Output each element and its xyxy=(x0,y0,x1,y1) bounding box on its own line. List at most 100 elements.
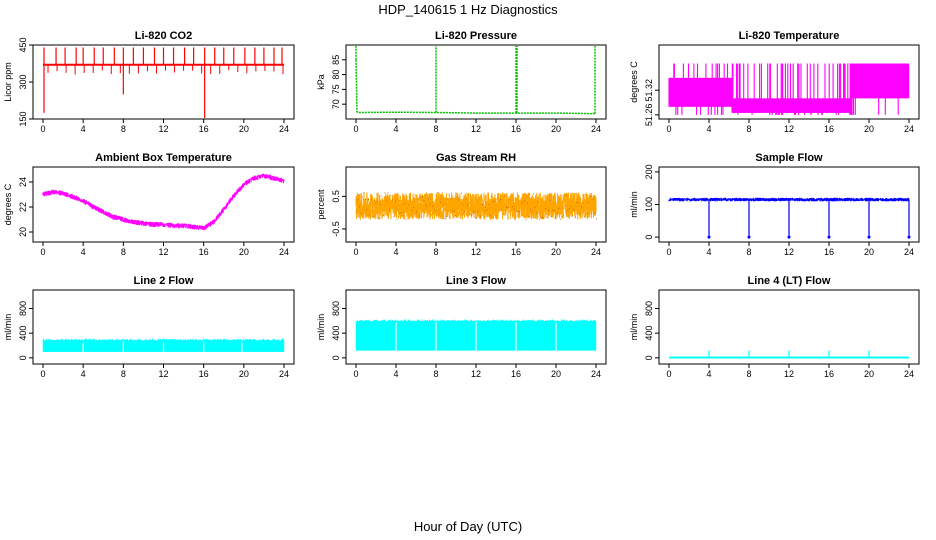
panel-9-x-tick-label-2: 8 xyxy=(746,369,751,379)
panel-6-spike-dot-4 xyxy=(827,235,831,239)
panel-4-y-tick-label-1: 22 xyxy=(18,202,28,212)
panel-9-y-tick-label-2: 800 xyxy=(644,301,654,316)
panel-6-spike-dot-1 xyxy=(707,235,711,239)
panel-7-x-tick-label-1: 4 xyxy=(81,369,86,379)
panel-5-series xyxy=(355,192,597,221)
panel-3-series xyxy=(668,63,910,115)
panel-1: Li-820 CO2 0 4 8 12 16 20 24 150 300 450 Licor ppm xyxy=(3,30,295,134)
panel-8-x-tick-label-6: 24 xyxy=(591,369,601,379)
panel-7-x-tick-label-3: 12 xyxy=(158,369,168,379)
panel-4: Ambient Box Temperature 0 4 8 12 16 20 24 20 22 24… xyxy=(3,152,295,257)
panel-6-x-tick-label-5: 20 xyxy=(864,247,874,257)
panel-3-block-late xyxy=(851,63,909,78)
panel-8-x-tick-label-3: 12 xyxy=(471,369,481,379)
panel-2-x-tick-label-0: 0 xyxy=(353,124,358,134)
panel-2: Li-820 Pressure 0 4 8 12 16 20 24 70 75 80 85 kPa xyxy=(316,30,607,134)
panel-7-y-axis-label: ml/min xyxy=(3,314,13,341)
panel-9-x-tick-label-3: 12 xyxy=(784,369,794,379)
panel-5-x-tick-label-5: 20 xyxy=(551,247,561,257)
panel-6-title: Sample Flow xyxy=(755,152,823,164)
panel-2-y-tick-label-3: 85 xyxy=(331,55,341,65)
panel-6-x-tick-label-4: 16 xyxy=(824,247,834,257)
panel-6-y-axis-label: ml/min xyxy=(629,191,639,218)
panel-7: Line 2 Flow 0 4 8 12 16 20 24 0 400 800 ml/min xyxy=(3,275,295,379)
panel-9-y-tick-label-0: 0 xyxy=(644,355,654,360)
panel-7-frame xyxy=(32,289,295,365)
panel-6-spike-dot-5 xyxy=(867,235,871,239)
panel-3-x-tick-label-5: 20 xyxy=(864,124,874,134)
panel-8-x-tick-label-4: 16 xyxy=(511,369,521,379)
panel-2-y-tick-label-0: 70 xyxy=(331,99,341,109)
panel-6-x-tick-label-3: 12 xyxy=(784,247,794,257)
panel-7-y-tick-label-1: 400 xyxy=(18,326,28,341)
panel-6-x-tick-label-2: 8 xyxy=(746,247,751,257)
panel-7-x-tick-label-4: 16 xyxy=(199,369,209,379)
panel-8-x-tick-label-1: 4 xyxy=(393,369,398,379)
panel-1-x-tick-label-3: 12 xyxy=(158,124,168,134)
panel-2-x-tick-label-2: 8 xyxy=(433,124,438,134)
panel-2-title: Li-820 Pressure xyxy=(435,30,517,42)
panel-5-x-tick-label-4: 16 xyxy=(511,247,521,257)
figure-title: HDP_140615 1 Hz Diagnostics xyxy=(378,2,558,17)
panel-9-x-tick-label-6: 24 xyxy=(904,369,914,379)
panel-4-x-tick-label-6: 24 xyxy=(279,247,289,257)
panel-1-y-tick-label-1: 300 xyxy=(18,74,28,89)
panel-7-x-tick-label-6: 24 xyxy=(279,369,289,379)
panel-6-y-tick-label-1: 100 xyxy=(644,197,654,212)
panel-6-y-tick-label-2: 200 xyxy=(644,164,654,179)
panel-9-x-tick-label-5: 20 xyxy=(864,369,874,379)
panel-4-x-tick-label-1: 4 xyxy=(81,247,86,257)
panel-4-noise-trace xyxy=(42,173,285,231)
panel-4-title: Ambient Box Temperature xyxy=(95,152,232,164)
panel-8-y-tick-label-2: 800 xyxy=(331,301,341,316)
panel-6-spike-dot-3 xyxy=(787,235,791,239)
panel-1-x-tick-label-0: 0 xyxy=(40,124,45,134)
panel-8-y-tick-label-1: 400 xyxy=(331,326,341,341)
panel-3-y-axis-label: degrees C xyxy=(629,61,639,103)
panel-5-x-tick-label-3: 12 xyxy=(471,247,481,257)
panel-7-x-tick-label-5: 20 xyxy=(239,369,249,379)
panel-3-y-tick-label-1: 51.32 xyxy=(644,79,654,102)
panel-3-title: Li-820 Temperature xyxy=(739,30,840,42)
panel-1-x-tick-label-2: 8 xyxy=(121,124,126,134)
panel-2-x-tick-label-4: 16 xyxy=(511,124,521,134)
panel-1-x-tick-label-1: 4 xyxy=(81,124,86,134)
panel-1-y-axis-label: Licor ppm xyxy=(3,62,13,102)
panel-4-x-tick-label-2: 8 xyxy=(121,247,126,257)
panel-7-y-tick-label-0: 0 xyxy=(18,355,28,360)
panel-4-y-axis-label: degrees C xyxy=(3,183,13,225)
panel-5-noise-trace xyxy=(355,192,597,220)
panel-1-y-tick-label-0: 150 xyxy=(18,111,28,126)
panel-3-x-tick-label-0: 0 xyxy=(666,124,671,134)
panel-9-x-tick-label-0: 0 xyxy=(666,369,671,379)
panel-3-block-early xyxy=(669,77,732,107)
panel-4-y-tick-label-2: 24 xyxy=(18,177,28,187)
panel-5-y-axis-label: percent xyxy=(316,189,326,220)
panel-3-x-tick-label-2: 8 xyxy=(746,124,751,134)
panel-2-series xyxy=(355,46,597,115)
panel-2-y-axis-label: kPa xyxy=(316,74,326,90)
panel-1-x-tick-label-6: 24 xyxy=(279,124,289,134)
panel-7-series xyxy=(42,337,285,353)
panel-9-y-axis-label: ml/min xyxy=(629,314,639,341)
panel-4-x-tick-label-3: 12 xyxy=(158,247,168,257)
panel-3: Li-820 Temperature 0 4 8 12 16 20 24 51.26 51.32 d… xyxy=(629,30,920,134)
panel-6: Sample Flow 0 4 8 12 16 20 24 0 100 200 ml/min xyxy=(629,152,920,257)
panel-6-x-tick-label-1: 4 xyxy=(706,247,711,257)
panel-3-block-mid xyxy=(732,98,851,113)
panel-5-x-tick-label-0: 0 xyxy=(353,247,358,257)
panel-7-y-tick-label-2: 800 xyxy=(18,301,28,316)
panel-9-series xyxy=(669,350,909,359)
panel-2-y-tick-label-1: 75 xyxy=(331,84,341,94)
panel-9-title: Line 4 (LT) Flow xyxy=(748,275,831,287)
panel-5-x-tick-label-1: 4 xyxy=(393,247,398,257)
panel-3-x-tick-label-1: 4 xyxy=(706,124,711,134)
panel-8-y-tick-label-0: 0 xyxy=(331,355,341,360)
panel-1-title: Li-820 CO2 xyxy=(135,30,192,42)
panel-2-y-tick-label-2: 80 xyxy=(331,70,341,80)
panel-2-x-tick-label-3: 12 xyxy=(471,124,481,134)
panel-9-x-tick-label-1: 4 xyxy=(706,369,711,379)
panel-4-y-tick-label-0: 20 xyxy=(18,227,28,237)
